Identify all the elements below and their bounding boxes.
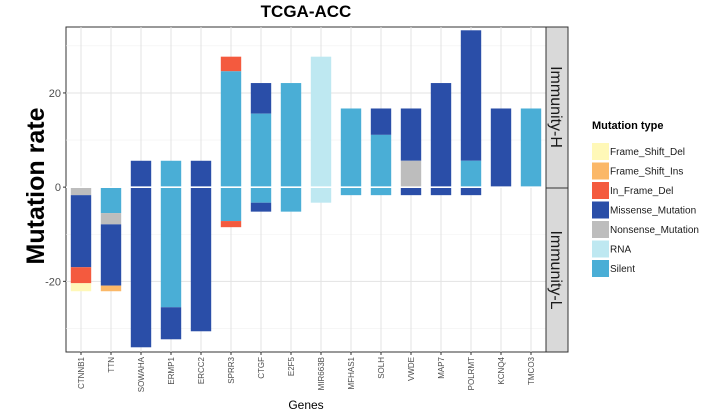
x-tick-label: POLRMT: [467, 357, 476, 390]
x-tick-label: TMCO3: [527, 356, 536, 385]
bar-segment-missense-mutation: [400, 187, 422, 196]
bar-ercc2: [190, 160, 212, 332]
bar-segment-frame-shift-del: [70, 283, 92, 292]
bar-segment-silent: [280, 83, 302, 212]
legend-key-frame-shift-ins: [592, 162, 609, 180]
x-tick-label: SOWAHA: [137, 356, 146, 392]
bar-segment-rna: [310, 56, 332, 203]
legend: Mutation type Frame_Shift_DelFrame_Shift…: [592, 120, 699, 277]
bar-segment-missense-mutation: [400, 108, 422, 161]
legend-label: Frame_Shift_Del: [610, 147, 685, 158]
legend-key-missense-mutation: [592, 201, 609, 219]
bar-ttn: [100, 187, 122, 292]
bar-segment-silent: [460, 160, 482, 188]
bar-segment-missense-mutation: [430, 83, 452, 196]
bar-segment-in-frame-del: [220, 56, 242, 72]
y-tick-label: -20: [45, 276, 61, 288]
x-tick-label: MAP7: [437, 356, 446, 378]
x-tick-label: ERMP1: [167, 356, 176, 384]
bar-segment-missense-mutation: [160, 307, 182, 340]
x-tick-label: KCNQ4: [497, 356, 506, 384]
legend-label: Silent: [610, 264, 635, 275]
bar-segment-silent: [220, 71, 242, 222]
bar-segment-silent: [250, 113, 272, 203]
bar-segment-nonsense-mutation: [70, 187, 92, 196]
y-ticks: -20 0 20: [45, 88, 66, 288]
bar-segment-missense-mutation: [460, 30, 482, 161]
bar-segment-in-frame-del: [70, 267, 92, 284]
bar-polrmt: [460, 30, 482, 196]
bar-mfhas1: [340, 108, 362, 196]
bar-segment-silent: [370, 134, 392, 196]
legend-key-nonsense-mutation: [592, 221, 609, 238]
bar-segment-missense-mutation: [250, 83, 272, 114]
bar-tmco3: [520, 108, 542, 188]
bar-map7: [430, 83, 452, 196]
bar-segment-missense-mutation: [190, 160, 212, 332]
bar-segment-silent: [340, 108, 362, 196]
bar-segment-silent: [520, 108, 542, 188]
bar-ermp1: [160, 160, 182, 340]
x-tick-label: TTN: [107, 357, 116, 373]
bar-segment-missense-mutation: [130, 160, 152, 348]
x-axis-label: Genes: [288, 398, 323, 412]
bar-segment-silent: [160, 160, 182, 308]
bar-sowaha: [130, 160, 152, 348]
facet-label-high: Immunity-H: [547, 66, 564, 148]
x-tick-label: SOLH: [377, 357, 386, 379]
y-tick-label: 20: [49, 88, 61, 100]
x-tick-label: MFHAS1: [347, 356, 356, 389]
bar-segment-missense-mutation: [250, 202, 272, 212]
x-tick-label: CTGF: [257, 357, 266, 379]
bar-segment-missense-mutation: [460, 187, 482, 196]
bar-ctgf: [250, 83, 272, 212]
legend-label: Missense_Mutation: [610, 206, 696, 217]
bar-segment-nonsense-mutation: [100, 213, 122, 225]
legend-key-silent: [592, 260, 609, 277]
legend-title: Mutation type: [592, 120, 664, 132]
x-tick-label: E2F5: [287, 356, 296, 376]
bar-segment-nonsense-mutation: [400, 160, 422, 188]
legend-items: Frame_Shift_Del Frame_Shift_Ins In_Frame_D…: [592, 143, 699, 277]
legend-label: Nonsense_Mutation: [610, 225, 699, 236]
y-axis-label: Mutation rate: [22, 107, 50, 264]
bar-e2f5: [280, 83, 302, 212]
bar-vwde: [400, 108, 422, 196]
bar-ctnnb1: [70, 187, 92, 292]
y-tick-label: 0: [55, 182, 61, 194]
bar-solh: [370, 108, 392, 196]
legend-key-frame-shift-del: [592, 143, 609, 160]
bars-group: [66, 30, 546, 348]
bar-segment-missense-mutation: [490, 108, 512, 188]
x-tick-label: CTNNB1: [77, 356, 86, 389]
bar-segment-missense-mutation: [370, 108, 392, 135]
legend-label: In_Frame_Del: [610, 186, 673, 197]
x-tick-label: MIR663B: [317, 357, 326, 390]
bar-sprr3: [220, 56, 242, 228]
legend-label: Frame_Shift_Ins: [610, 167, 683, 178]
chart-title: TCGA-ACC: [261, 2, 352, 21]
bar-kcnq4: [490, 108, 512, 188]
legend-key-in-frame-del: [592, 182, 609, 199]
bar-segment-in-frame-del: [220, 221, 242, 228]
facet-strip-low: [545, 187, 569, 353]
bar-segment-silent: [100, 187, 122, 214]
x-tick-label: SPRR3: [227, 356, 236, 383]
bar-segment-missense-mutation: [70, 195, 92, 268]
legend-label: RNA: [610, 245, 631, 256]
facet-label-low: Immunity-L: [547, 230, 564, 309]
legend-key-rna: [592, 240, 609, 258]
bar-segment-missense-mutation: [100, 224, 122, 286]
bar-segment-frame-shift-ins: [100, 285, 122, 292]
y-axis-title: Mutation rate: [22, 107, 50, 264]
x-tick-label: VWDE: [407, 357, 416, 381]
bar-mir663b: [310, 56, 332, 203]
x-ticks: CTNNB1 TTN SOWAHA ERMP1 ERCC2 SPRR3 CTGF E2F5 MI…: [77, 352, 536, 392]
x-tick-label: ERCC2: [197, 356, 206, 384]
